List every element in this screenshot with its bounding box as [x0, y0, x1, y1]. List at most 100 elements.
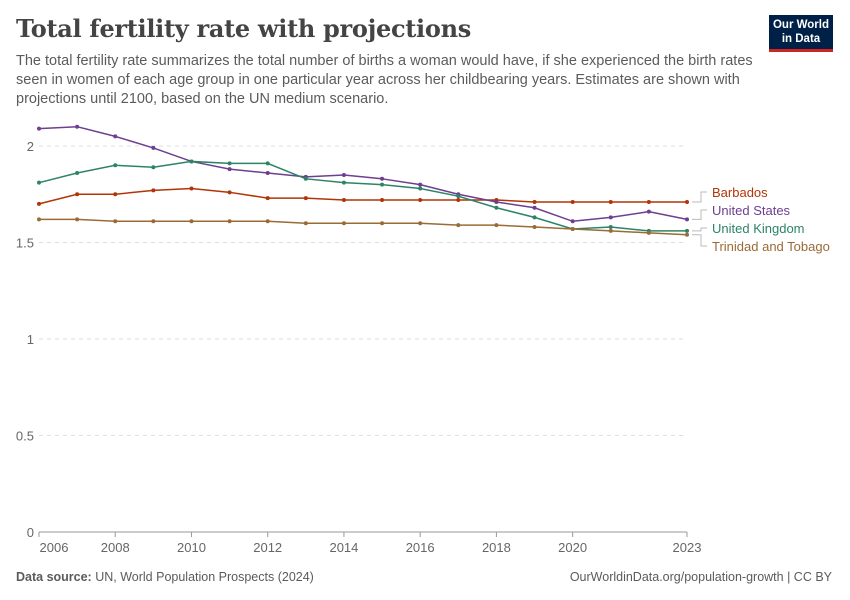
data-point	[570, 199, 575, 204]
data-point	[380, 198, 385, 203]
data-point	[227, 161, 232, 166]
y-tick-label: 1.5	[16, 236, 34, 251]
owid-logo[interactable]: Our World in Data	[769, 15, 833, 52]
legend-label: Trinidad and Tobago	[712, 239, 830, 254]
data-point	[646, 199, 651, 204]
x-tick-label: 2006	[40, 540, 69, 555]
data-point	[532, 225, 537, 230]
data-point	[685, 217, 689, 222]
data-point	[608, 199, 613, 204]
data-point	[75, 192, 80, 197]
legend-label: Barbados	[712, 185, 768, 200]
source-text: UN, World Population Prospects (2024)	[95, 570, 314, 584]
data-point	[113, 163, 118, 168]
series-line-united-kingdom	[38, 160, 687, 232]
data-point	[570, 226, 575, 231]
data-point	[380, 182, 385, 187]
data-point	[570, 219, 575, 224]
data-point	[113, 219, 118, 224]
data-point	[75, 124, 80, 129]
data-point	[646, 230, 651, 235]
data-point	[303, 176, 308, 181]
data-point	[608, 215, 613, 220]
data-point	[341, 172, 346, 177]
data-point	[456, 194, 461, 199]
data-point	[37, 126, 41, 131]
series-line-united-states	[38, 125, 688, 223]
x-tick-label: 2012	[253, 540, 282, 555]
data-point	[303, 221, 308, 226]
legend-connector	[692, 191, 707, 203]
data-point	[265, 219, 270, 224]
data-point	[227, 219, 232, 224]
data-point	[685, 228, 689, 233]
source-label: Data source:	[16, 570, 92, 584]
data-point	[494, 199, 499, 204]
data-point	[189, 186, 194, 191]
data-source: Data source: UN, World Population Prospe…	[16, 570, 314, 584]
y-tick-label: 0	[27, 525, 34, 540]
data-point	[456, 198, 461, 203]
data-point	[151, 145, 156, 150]
data-point	[646, 209, 651, 214]
data-point	[341, 198, 346, 203]
x-tick-label: 2010	[177, 540, 206, 555]
data-point	[418, 221, 423, 226]
data-point	[532, 205, 537, 210]
data-point	[189, 159, 194, 164]
data-point	[608, 225, 613, 230]
chart-subtitle: The total fertility rate summarizes the …	[16, 53, 753, 107]
x-tick-label: 2008	[101, 540, 130, 555]
data-point	[380, 221, 385, 226]
x-tick-label: 2023	[673, 540, 702, 555]
data-point	[532, 199, 537, 204]
x-tick-label: 2014	[329, 540, 358, 555]
data-point	[608, 228, 613, 233]
data-point	[265, 171, 270, 176]
data-point	[456, 223, 461, 228]
data-point	[418, 186, 423, 191]
legend-connector	[692, 227, 707, 232]
data-point	[265, 196, 270, 201]
data-point	[341, 221, 346, 226]
y-tick-label: 2	[27, 139, 34, 154]
data-point	[189, 219, 194, 224]
data-point	[341, 180, 346, 185]
y-tick-label: 0.5	[16, 429, 34, 444]
legend-label: United Kingdom	[712, 221, 805, 236]
legend-connector	[692, 209, 707, 220]
data-point	[113, 192, 118, 197]
data-point	[685, 232, 689, 237]
x-tick-label: 2018	[482, 540, 511, 555]
data-point	[75, 171, 80, 176]
y-tick-label: 1	[27, 332, 34, 347]
logo-line1: Our World	[772, 19, 829, 31]
data-point	[75, 217, 80, 222]
logo-line2: in Data	[781, 33, 821, 45]
series-line-trinidad-and-tobago	[39, 218, 688, 236]
data-point	[37, 217, 41, 222]
data-point	[532, 215, 537, 220]
data-point	[380, 176, 385, 181]
x-tick-label: 2016	[406, 540, 435, 555]
data-point	[37, 201, 41, 206]
data-point	[227, 190, 232, 195]
chart-title: Total fertility rate with projections	[16, 14, 471, 43]
data-point	[151, 188, 156, 193]
data-point	[418, 182, 423, 187]
series-line-barbados	[38, 187, 687, 205]
data-point	[494, 205, 499, 210]
data-point	[494, 223, 499, 228]
data-point	[151, 219, 156, 224]
data-point	[151, 165, 156, 170]
legend-label: United States	[712, 203, 791, 218]
source-url[interactable]: OurWorldinData.org/population-growth | C…	[569, 570, 832, 584]
data-point	[418, 198, 423, 203]
legend-connector	[692, 234, 707, 247]
data-point	[37, 180, 41, 185]
data-point	[227, 167, 232, 172]
data-point	[685, 199, 689, 204]
data-point	[303, 196, 308, 201]
